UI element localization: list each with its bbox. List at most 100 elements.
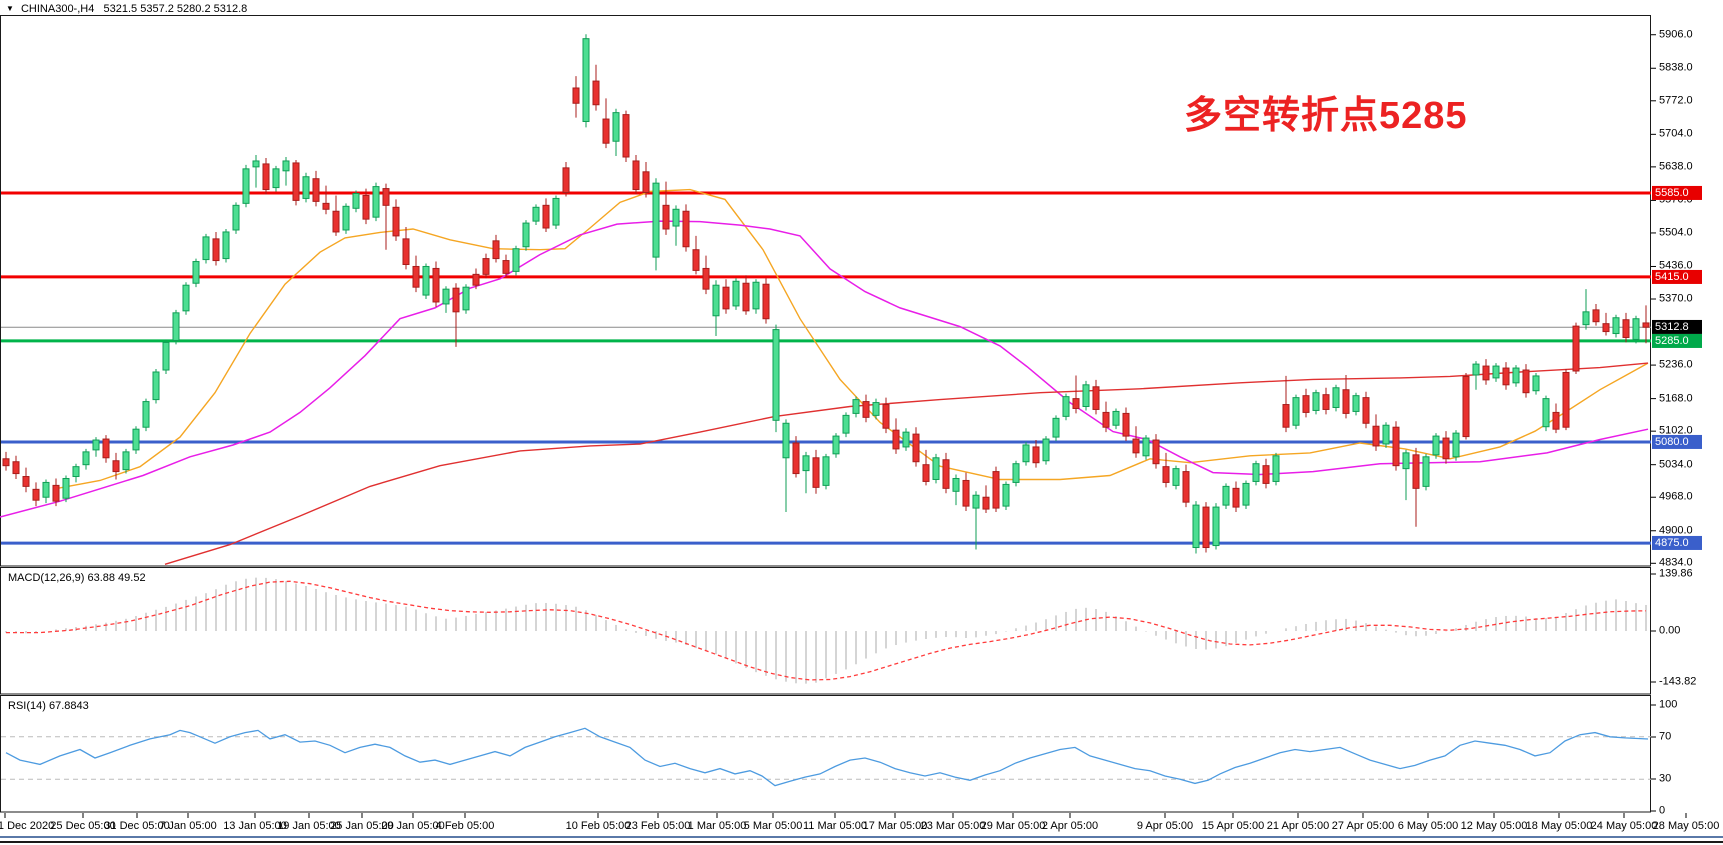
y-axis-tick-label: 5102.0 <box>1659 424 1693 437</box>
candle <box>742 282 750 312</box>
y-axis-tick-label: 5436.0 <box>1659 259 1693 272</box>
candle <box>1242 482 1250 506</box>
symbol-marker-icon: ▼ <box>6 4 14 13</box>
macd-axis-label: 139.86 <box>1659 567 1693 580</box>
candle <box>322 202 330 210</box>
candle <box>502 260 510 274</box>
candle <box>382 188 390 206</box>
y-axis-tick-label: 5906.0 <box>1659 28 1693 41</box>
candle <box>942 459 950 489</box>
candle <box>1492 365 1500 379</box>
candle <box>462 286 470 311</box>
rsi-axis-label: 30 <box>1659 772 1672 785</box>
candle <box>832 435 840 455</box>
candle <box>622 114 630 158</box>
candle <box>202 236 210 261</box>
ma-red <box>164 362 1649 565</box>
candle <box>292 162 300 201</box>
candle <box>1362 397 1370 424</box>
candle <box>1002 483 1010 507</box>
candle <box>952 477 960 492</box>
candle <box>1032 446 1040 464</box>
y-axis-tick-label: 5838.0 <box>1659 61 1693 74</box>
main-chart-panel[interactable] <box>0 15 1651 567</box>
candle <box>982 496 990 510</box>
rsi-axis-label: 70 <box>1659 730 1672 743</box>
candle <box>592 80 600 106</box>
candle <box>1132 438 1140 454</box>
candle <box>1422 456 1430 487</box>
candle <box>212 238 220 262</box>
macd-panel[interactable] <box>0 567 1651 695</box>
y-axis-tick-label: 4900.0 <box>1659 524 1693 537</box>
candle <box>782 422 790 459</box>
candle <box>882 404 890 429</box>
candle <box>262 163 270 191</box>
price-badge: 5285.0 <box>1652 333 1702 348</box>
rsi-panel[interactable] <box>0 695 1651 813</box>
candle <box>962 479 970 507</box>
y-axis-tick-label: 5236.0 <box>1659 358 1693 371</box>
date-label: 1 Mar 05:00 <box>687 820 747 832</box>
candle <box>1152 439 1160 465</box>
y-axis-tick-label: 4968.0 <box>1659 490 1693 503</box>
candle <box>442 288 450 305</box>
candle <box>392 206 400 237</box>
candle <box>1632 318 1640 340</box>
candle <box>1062 396 1070 417</box>
ma-magenta <box>0 220 1649 518</box>
candle <box>232 204 240 231</box>
candle <box>642 171 650 194</box>
date-label: 24 May 05:00 <box>1590 820 1658 832</box>
candle <box>142 401 150 428</box>
candle <box>772 329 780 421</box>
candle <box>892 429 900 450</box>
candle <box>132 428 140 451</box>
date-label: 12 May 05:00 <box>1460 820 1528 832</box>
candle <box>972 494 980 509</box>
candle <box>1402 452 1410 470</box>
candle <box>172 312 180 341</box>
candle <box>1192 504 1200 549</box>
candle <box>252 160 260 168</box>
candle <box>432 267 440 303</box>
candle <box>192 261 200 284</box>
candle <box>562 167 570 194</box>
candle <box>1502 367 1510 386</box>
candle <box>112 460 120 473</box>
candle <box>272 168 280 189</box>
date-label: 5 Mar 05:00 <box>743 820 803 832</box>
y-axis-tick-label: 5772.0 <box>1659 94 1693 107</box>
date-label: 17 Mar 05:00 <box>862 820 928 832</box>
macd-axis-label: 0.00 <box>1659 624 1681 637</box>
candle <box>222 231 230 260</box>
candle <box>1082 384 1090 408</box>
candle <box>692 249 700 271</box>
y-axis-tick-label: 4834.0 <box>1659 556 1693 569</box>
candle <box>612 112 620 142</box>
candle <box>1342 389 1350 414</box>
date-label: 19 Jan 05:00 <box>277 820 341 832</box>
chart-title-bar: ▼ CHINA300-,H4 5321.5 5357.2 5280.2 5312… <box>6 3 247 15</box>
y-axis-tick-label: 5504.0 <box>1659 226 1693 239</box>
candle <box>1372 425 1380 447</box>
candle <box>482 258 490 275</box>
candle <box>1642 322 1650 328</box>
candle <box>1102 411 1110 428</box>
candle <box>732 280 740 307</box>
date-label: 31 Dec 05:00 <box>104 820 170 832</box>
candle <box>632 160 640 191</box>
candle <box>1072 398 1080 409</box>
candle <box>1142 437 1150 457</box>
candle <box>902 431 910 448</box>
symbol-name: CHINA300-,H4 <box>20 3 95 15</box>
price-badge: 5080.0 <box>1652 434 1702 450</box>
y-axis-tick-label: 5034.0 <box>1659 458 1693 471</box>
date-label: 28 May 05:00 <box>1652 820 1720 832</box>
candle <box>1512 367 1520 384</box>
candle <box>1522 369 1530 394</box>
date-label: 9 Apr 05:00 <box>1136 820 1194 832</box>
macd-signal-line <box>6 580 1647 681</box>
